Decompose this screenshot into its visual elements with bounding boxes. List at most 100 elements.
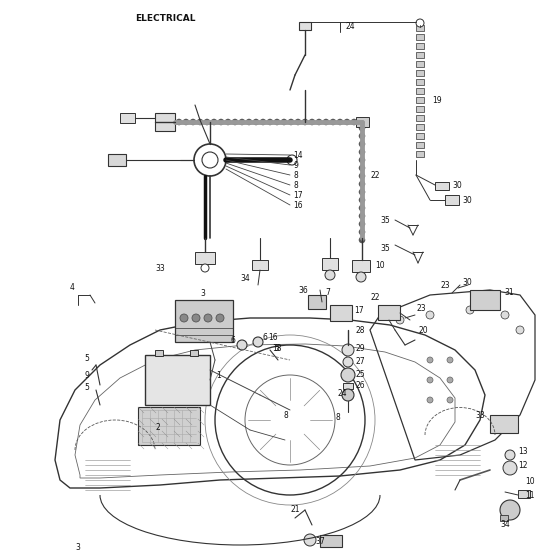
Bar	[320, 535, 342, 547]
Circle shape	[516, 326, 524, 334]
Text: 22: 22	[370, 170, 380, 180]
Circle shape	[359, 133, 365, 139]
Circle shape	[359, 205, 365, 211]
Circle shape	[180, 314, 188, 322]
Text: 36: 36	[298, 286, 308, 295]
Text: 8: 8	[283, 410, 288, 419]
Text: 30: 30	[452, 180, 462, 189]
Bar	[490, 415, 518, 433]
Circle shape	[396, 316, 404, 324]
Circle shape	[359, 213, 365, 219]
Text: 37: 37	[315, 538, 325, 547]
Bar	[416, 43, 424, 49]
Circle shape	[183, 119, 189, 125]
Circle shape	[246, 119, 252, 125]
Circle shape	[359, 197, 365, 203]
Circle shape	[295, 119, 301, 125]
Text: 11: 11	[525, 491, 534, 500]
Text: 30: 30	[462, 195, 472, 204]
Circle shape	[239, 119, 245, 125]
Text: 20: 20	[418, 325, 428, 334]
Bar	[416, 79, 424, 85]
Circle shape	[427, 357, 433, 363]
Bar	[299, 22, 311, 30]
Text: 12: 12	[518, 461, 528, 470]
Bar	[416, 61, 424, 67]
Circle shape	[416, 19, 424, 27]
Circle shape	[190, 119, 196, 125]
Circle shape	[267, 119, 273, 125]
Bar	[416, 142, 424, 148]
Text: 10: 10	[375, 260, 385, 269]
Circle shape	[341, 368, 355, 382]
Bar	[145, 355, 210, 405]
Bar	[416, 88, 424, 94]
Circle shape	[274, 119, 280, 125]
Bar	[308, 295, 326, 309]
Text: 29: 29	[355, 343, 365, 352]
Bar	[500, 515, 508, 521]
Text: 24: 24	[345, 22, 354, 31]
Circle shape	[325, 270, 335, 280]
Text: 14: 14	[293, 151, 302, 160]
Text: 6: 6	[262, 333, 267, 342]
Circle shape	[330, 119, 336, 125]
Bar	[518, 490, 530, 498]
Bar	[252, 260, 268, 270]
Circle shape	[503, 461, 517, 475]
Bar	[470, 290, 500, 310]
Text: 9: 9	[84, 371, 89, 380]
Circle shape	[447, 397, 453, 403]
Bar	[416, 70, 424, 76]
Circle shape	[337, 119, 343, 125]
Circle shape	[427, 377, 433, 383]
Circle shape	[204, 119, 210, 125]
Circle shape	[232, 119, 238, 125]
Text: 34: 34	[240, 273, 250, 282]
Bar	[416, 115, 424, 121]
Circle shape	[359, 149, 365, 155]
Bar	[155, 350, 163, 356]
Bar	[378, 305, 400, 320]
Circle shape	[359, 221, 365, 227]
Circle shape	[426, 311, 434, 319]
Text: 1: 1	[216, 371, 221, 380]
Text: 25: 25	[355, 370, 365, 379]
Circle shape	[281, 119, 287, 125]
Text: 8: 8	[293, 180, 298, 189]
Circle shape	[466, 306, 474, 314]
Circle shape	[427, 397, 433, 403]
Text: 33: 33	[475, 410, 485, 419]
Text: 17: 17	[293, 190, 302, 199]
Circle shape	[218, 119, 224, 125]
Bar	[322, 258, 338, 270]
Text: 2: 2	[155, 423, 160, 432]
Circle shape	[447, 357, 453, 363]
Bar	[330, 305, 352, 321]
Circle shape	[192, 314, 200, 322]
Bar	[343, 383, 353, 389]
Circle shape	[309, 119, 315, 125]
Circle shape	[260, 119, 266, 125]
Circle shape	[176, 119, 182, 125]
Bar	[445, 195, 459, 205]
Bar	[138, 407, 200, 445]
Circle shape	[359, 165, 365, 171]
Text: 10: 10	[525, 478, 535, 487]
Circle shape	[342, 389, 354, 401]
Circle shape	[237, 340, 247, 350]
Circle shape	[359, 189, 365, 195]
Text: 16: 16	[293, 200, 302, 209]
Circle shape	[359, 237, 365, 243]
Text: 3: 3	[200, 289, 205, 298]
Bar	[416, 34, 424, 40]
Text: 3: 3	[75, 544, 80, 553]
Circle shape	[501, 311, 509, 319]
Text: 27: 27	[355, 357, 365, 366]
Circle shape	[447, 377, 453, 383]
Text: 17: 17	[354, 306, 363, 315]
Text: 34: 34	[500, 520, 510, 529]
Circle shape	[253, 119, 259, 125]
Text: 28: 28	[355, 325, 365, 334]
Text: 23: 23	[440, 281, 450, 290]
